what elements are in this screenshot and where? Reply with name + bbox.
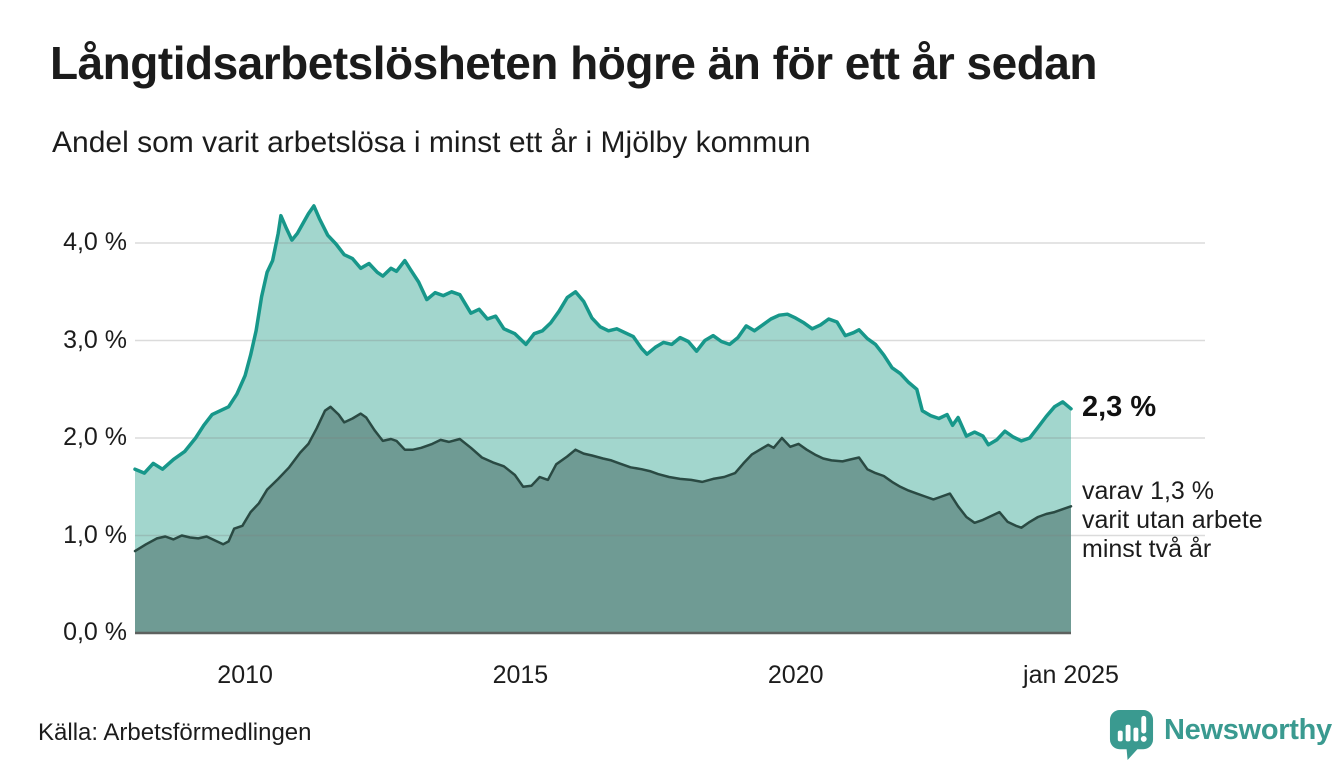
y-axis-label: 0,0 %	[63, 618, 127, 646]
y-axis-label: 4,0 %	[63, 228, 127, 256]
x-axis-label: 2010	[217, 661, 273, 689]
y-axis-label: 1,0 %	[63, 520, 127, 549]
x-axis-label: jan 2025	[1023, 661, 1119, 689]
y-axis-label: 3,0 %	[63, 325, 127, 354]
series-line-1	[133, 405, 1073, 553]
series-line-0	[133, 204, 1073, 475]
newsworthy-logo: Newsworthy	[1108, 708, 1332, 764]
source-credit: Källa: Arbetsförmedlingen	[38, 719, 312, 746]
y-axis-label: 2,0 %	[63, 423, 127, 451]
chart-subtitle: Andel som varit arbetslösa i minst ett å…	[52, 126, 811, 159]
series-area-1	[135, 406, 1071, 633]
x-axis-label: 2015	[492, 661, 549, 689]
x-axis-label: 2020	[767, 661, 824, 689]
newsworthy-logo-icon	[1109, 710, 1154, 760]
latest-value-annotation: 2,3 %	[1082, 391, 1157, 423]
brand-wordmark: Newsworthy	[1164, 714, 1332, 746]
page-title: Långtidsarbetslösheten högre än för ett …	[50, 37, 1097, 89]
secondary-annotation: varav 1,3 % varit utan arbete minst två …	[1082, 477, 1263, 563]
